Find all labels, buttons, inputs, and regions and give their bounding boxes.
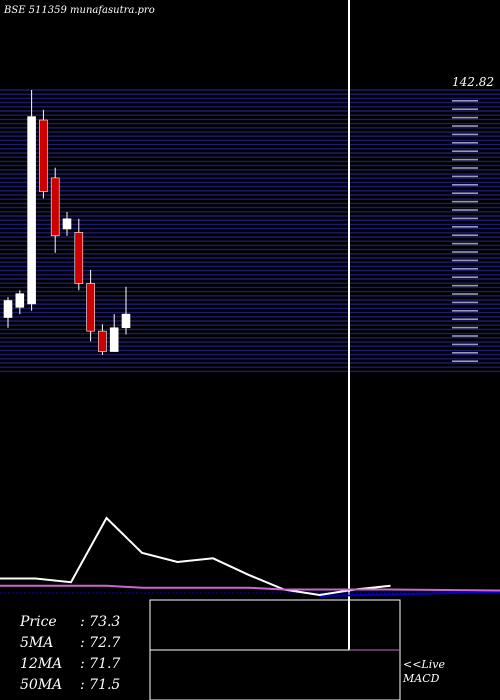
- y-tick-mark: [452, 352, 478, 354]
- y-tick-mark: [452, 251, 478, 253]
- y-tick-mark: [452, 310, 478, 312]
- y-tick-mark: [452, 158, 478, 161]
- candle-body: [15, 293, 25, 308]
- chart-title: BSE 511359 munafasutra.pro: [3, 5, 155, 16]
- candle-body: [27, 116, 36, 305]
- live-macd-line1: <<Live: [403, 658, 445, 671]
- y-tick-mark: [452, 234, 478, 236]
- y-tick-mark: [452, 326, 478, 329]
- y-tick-mark: [452, 226, 478, 228]
- y-tick-mark: [452, 184, 478, 186]
- stat-price-label: Price: [20, 614, 57, 630]
- stat-5ma-value: 72.7: [89, 635, 121, 651]
- stat-50ma-value: 71.5: [89, 677, 121, 693]
- signal-line-extension: [390, 588, 500, 592]
- candle-body: [50, 177, 60, 237]
- candle-body: [86, 283, 95, 332]
- y-axis-labels: [452, 100, 478, 362]
- stat-12ma: 12MA: 71.7: [20, 656, 121, 672]
- stat-50ma: 50MA: 71.5: [20, 677, 121, 693]
- signal-line: [0, 584, 391, 591]
- y-tick-mark: [452, 167, 478, 169]
- y-tick-mark: [452, 192, 478, 194]
- price-grid: [0, 89, 500, 373]
- y-tick-mark: [452, 259, 478, 262]
- candle-body: [62, 218, 72, 230]
- candle-body: [3, 300, 13, 318]
- live-macd-line2: MACD: [403, 672, 440, 685]
- y-tick-mark: [452, 318, 478, 320]
- macd-zero-line: [319, 591, 500, 597]
- y-tick-mark: [452, 142, 478, 144]
- y-tick-mark: [452, 133, 478, 136]
- macd-panel: [0, 516, 500, 597]
- y-tick-mark: [452, 284, 478, 287]
- y-tick-mark: [452, 175, 478, 178]
- live-macd-link[interactable]: <<Live MACD: [403, 658, 445, 686]
- y-tick-mark: [452, 360, 478, 362]
- y-tick-mark: [452, 293, 478, 295]
- candle-body: [109, 327, 119, 352]
- candle-body: [39, 119, 48, 192]
- y-tick-mark: [452, 301, 478, 304]
- stat-12ma-label: 12MA: [20, 656, 63, 672]
- y-tick-mark: [452, 242, 478, 245]
- y-tick-mark: [452, 125, 478, 127]
- stat-5ma-label: 5MA: [20, 635, 54, 651]
- stat-5ma: 5MA: 72.7: [20, 635, 121, 651]
- stat-12ma-value: 71.7: [89, 656, 121, 672]
- y-tick-mark: [452, 217, 478, 220]
- stat-price-value: 73.3: [89, 614, 121, 630]
- stat-50ma-label: 50MA: [20, 677, 63, 693]
- y-tick-mark: [452, 150, 478, 152]
- candle-body: [74, 232, 84, 284]
- y-tick-mark: [452, 200, 478, 203]
- y-tick-mark: [452, 268, 478, 270]
- stat-price: Price: 73.3: [20, 614, 121, 630]
- y-tick-mark: [452, 276, 478, 278]
- macd-line: [0, 516, 391, 597]
- y-max-label: 142.82: [452, 75, 494, 89]
- y-tick-mark: [452, 343, 478, 346]
- candlesticks: [3, 90, 131, 355]
- candle-body: [98, 330, 107, 352]
- candle-body: [121, 313, 131, 329]
- y-tick-mark: [452, 100, 478, 102]
- y-tick-mark: [452, 116, 478, 119]
- y-tick-mark: [452, 108, 478, 110]
- y-tick-mark: [452, 209, 478, 211]
- y-tick-mark: [452, 335, 478, 337]
